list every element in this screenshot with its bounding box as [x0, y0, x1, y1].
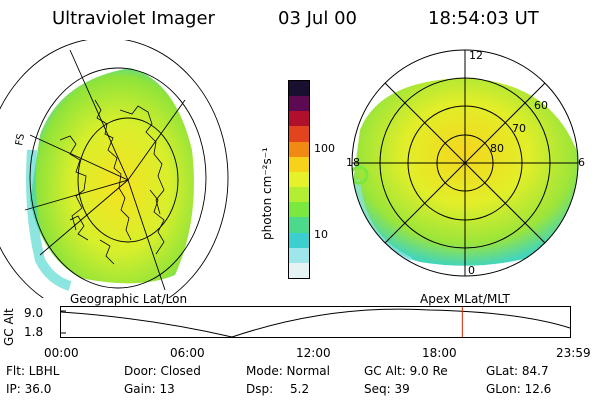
mlat-label-80: 80	[490, 142, 504, 155]
intensity-colorbar	[288, 80, 310, 279]
geo-edge-label: FS	[14, 133, 27, 147]
door-info: Door: Closed	[124, 364, 201, 378]
glon-info: GLon: 12.6	[486, 382, 552, 396]
colorbar-segment	[289, 187, 309, 203]
apex-panel-label: Apex MLat/MLT	[420, 292, 510, 306]
altitude-xtick-0: 00:00	[44, 346, 79, 360]
mlt-label-0: 0	[468, 264, 475, 277]
colorbar-segment	[289, 141, 309, 157]
altitude-ylabel: GC Alt	[2, 308, 16, 346]
colorbar-segment	[289, 202, 309, 218]
altitude-xtick-2: 12:00	[296, 346, 331, 360]
imager-title: Ultraviolet Imager	[52, 8, 215, 29]
colorbar-segment	[289, 81, 309, 97]
colorbar-segment	[289, 247, 309, 263]
colorbar-segment	[289, 126, 309, 142]
observation-time: 18:54:03 UT	[428, 8, 539, 29]
colorbar-segment	[289, 156, 309, 172]
mlat-label-70: 70	[512, 122, 526, 135]
dsp-value: 5.2	[290, 382, 310, 396]
altitude-curve	[60, 308, 571, 338]
mlt-label-18: 18	[346, 156, 360, 169]
dsp-label: Dsp:	[246, 382, 274, 396]
altitude-ytick-high: 9.0	[24, 306, 44, 320]
colorbar-unit-label: photon cm⁻²s⁻¹	[260, 147, 274, 240]
geo-emission-region	[30, 68, 194, 284]
glat-info: GLat: 84.7	[486, 364, 549, 378]
gain-info: Gain: 13	[124, 382, 175, 396]
altitude-xtick-1: 06:00	[170, 346, 205, 360]
colorbar-tick-100: 100	[314, 142, 335, 155]
colorbar-segment	[289, 217, 309, 233]
geo-panel-label: Geographic Lat/Lon	[70, 292, 188, 306]
colorbar-segment	[289, 232, 309, 248]
geographic-image-panel: FS	[0, 40, 229, 298]
colorbar-segment	[289, 111, 309, 127]
altitude-xtick-4: 23:59	[556, 346, 591, 360]
colorbar-tick-10: 10	[314, 228, 328, 241]
colorbar-segment	[289, 171, 309, 188]
mlat-label-60: 60	[534, 99, 548, 112]
altitude-xtick-3: 18:00	[422, 346, 457, 360]
observation-date: 03 Jul 00	[278, 8, 357, 29]
colorbar-segment	[289, 262, 309, 279]
colorbar-segment	[289, 96, 309, 112]
seq-info: Seq: 39	[364, 382, 410, 396]
ip-info: IP: 36.0	[6, 382, 52, 396]
mode-info: Mode: Normal	[246, 364, 330, 378]
apex-image-panel: 12 18 6 0 60 70 80	[346, 49, 585, 277]
geo-grid	[0, 40, 229, 298]
mlt-label-6: 6	[578, 156, 585, 169]
altitude-plot	[60, 306, 571, 338]
gc-alt-info: GC Alt: 9.0 Re	[364, 364, 448, 378]
filter-info: Flt: LBHL	[6, 364, 60, 378]
mlt-label-12: 12	[469, 49, 483, 62]
coastline-outlines	[59, 99, 165, 265]
apex-grid	[351, 49, 579, 277]
altitude-ytick-low: 1.8	[24, 325, 44, 339]
